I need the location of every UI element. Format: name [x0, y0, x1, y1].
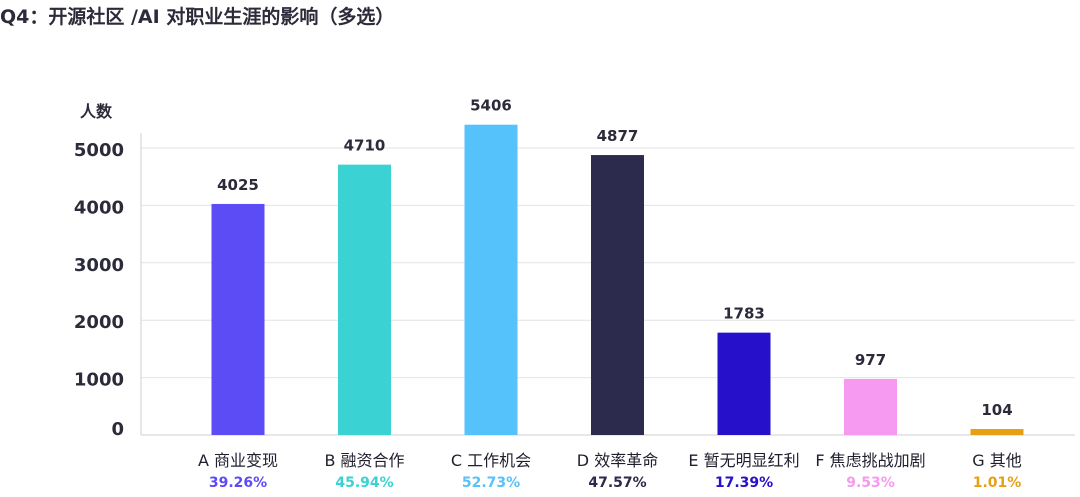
y-axis-label: 人数: [80, 102, 113, 121]
percentage-label: 39.26%: [209, 475, 267, 491]
y-tick-label: 0: [111, 419, 124, 440]
category-label: E 暂无明显红利: [688, 451, 799, 470]
category-label: F 焦虑挑战加剧: [815, 451, 925, 470]
chart-title: Q4：开源社区 /AI 对职业生涯的影响（多选）: [0, 6, 395, 28]
category-label: A 商业变现: [198, 451, 278, 470]
percentage-label: 1.01%: [973, 475, 1022, 491]
percentage-label: 47.57%: [588, 475, 646, 491]
data-label: 4710: [344, 137, 386, 155]
y-tick-label: 3000: [74, 255, 124, 276]
y-tick-label: 2000: [74, 312, 124, 333]
data-label: 5406: [470, 97, 512, 115]
data-label: 104: [981, 401, 1012, 419]
percentage-label: 9.53%: [846, 475, 895, 491]
bar: [338, 164, 391, 435]
category-label: C 工作机会: [451, 451, 531, 470]
bar: [464, 124, 518, 435]
percentage-label: 52.73%: [462, 475, 520, 491]
bar: [591, 155, 644, 436]
y-tick-label: 1000: [74, 370, 124, 391]
data-label: 4877: [597, 127, 639, 145]
bar: [970, 429, 1024, 435]
data-label: 1783: [723, 305, 765, 323]
y-tick-label: 4000: [74, 197, 124, 218]
bar: [717, 332, 771, 435]
data-label: 977: [855, 351, 886, 369]
category-label: D 效率革命: [577, 451, 658, 470]
percentage-label: 45.94%: [335, 475, 393, 491]
y-tick-label: 5000: [74, 140, 124, 161]
data-label: 4025: [217, 176, 259, 194]
bar: [211, 203, 265, 435]
category-label: G 其他: [972, 451, 1022, 470]
percentage-label: 17.39%: [715, 475, 773, 491]
category-label: B 融资合作: [324, 451, 404, 470]
bar: [844, 378, 897, 435]
